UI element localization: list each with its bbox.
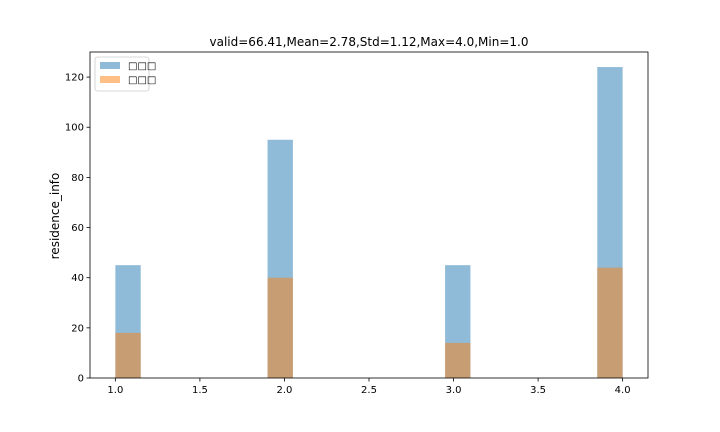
y-tick-label: 60 xyxy=(71,223,84,234)
x-tick-label: 1.0 xyxy=(107,385,123,396)
x-tick-label: 2.0 xyxy=(277,385,293,396)
y-tick-label: 80 xyxy=(71,173,84,184)
legend-swatch-series1 xyxy=(100,62,120,69)
bar-series2-2 xyxy=(267,277,293,378)
axes-layer: 1.0 1.5 2.0 2.5 3.0 3.5 4.0 0 20 40 60 80 100 120 xyxy=(65,51,649,396)
y-tick-label: 20 xyxy=(71,323,84,334)
y-tick-label: 120 xyxy=(65,73,84,84)
legend-label-series2: □□□ xyxy=(128,75,156,86)
bar-series2-3 xyxy=(445,342,471,378)
y-axis-label: residence_info xyxy=(48,173,62,260)
x-tick-label: 1.5 xyxy=(192,385,208,396)
x-tick-label: 3.0 xyxy=(446,385,462,396)
bar-series2-1 xyxy=(115,332,141,378)
legend-label-series1: □□□ xyxy=(128,61,156,72)
chart-title: valid=66.41,Mean=2.78,Std=1.12,Max=4.0,M… xyxy=(210,35,529,49)
x-tick-label: 4.0 xyxy=(615,385,631,396)
x-tick-label: 2.5 xyxy=(361,385,377,396)
bars-layer xyxy=(115,67,623,379)
legend: □□□ □□□ xyxy=(94,56,156,92)
y-tick-label: 40 xyxy=(71,273,84,284)
bar-series2-4 xyxy=(597,267,623,378)
y-tick-label: 100 xyxy=(65,123,84,134)
y-tick-label: 0 xyxy=(78,374,84,385)
x-tick-label: 3.5 xyxy=(530,385,546,396)
legend-swatch-series2 xyxy=(100,76,120,83)
